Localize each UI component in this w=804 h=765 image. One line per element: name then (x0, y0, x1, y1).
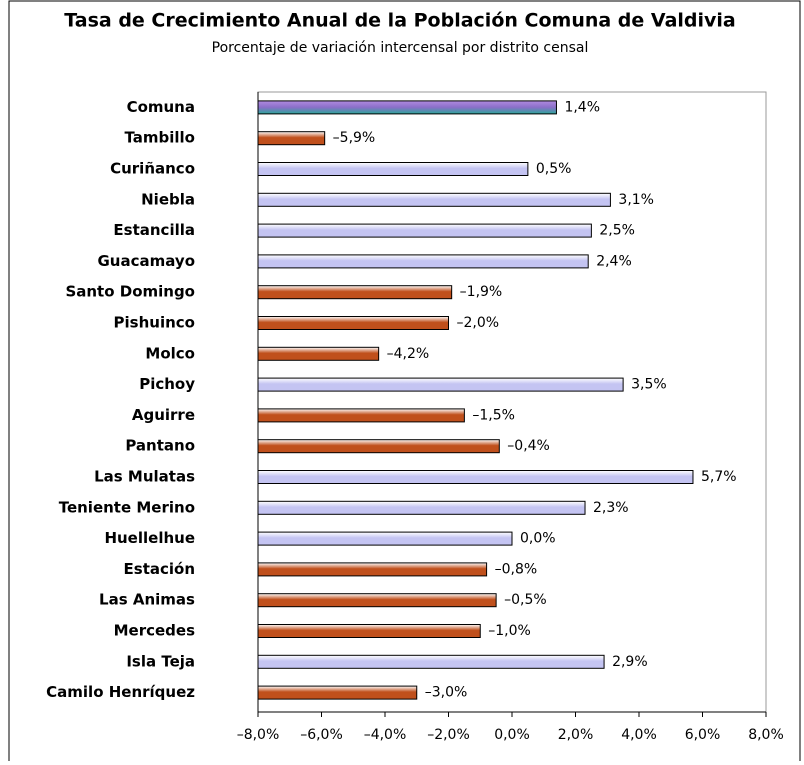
value-label: 2,5% (599, 223, 635, 239)
bar (257, 131, 326, 146)
y-tick-label: Pantano (125, 437, 195, 455)
chart-title: Tasa de Crecimiento Anual de la Població… (64, 10, 736, 32)
y-tick-label: Guacamayo (98, 252, 196, 270)
bar (257, 162, 529, 176)
y-tick-label: Pishuinco (114, 314, 195, 332)
x-tick-label: –8,0% (237, 727, 280, 743)
x-tick-label: 0,0% (494, 727, 530, 743)
x-tick-label: –6,0% (300, 727, 343, 743)
bar (257, 624, 481, 638)
x-tick-label: –2,0% (427, 727, 470, 743)
y-tick-label: Las Mulatas (94, 468, 195, 486)
value-label: 3,5% (631, 377, 667, 393)
y-tick-label: Comuna (127, 98, 195, 116)
y-tick-label: Mercedes (114, 622, 195, 640)
value-label: –1,5% (472, 407, 515, 423)
bar (257, 377, 624, 392)
value-label: –3,0% (425, 685, 468, 701)
bar (257, 562, 488, 577)
y-tick-label: Molco (145, 344, 195, 362)
y-tick-label: Curiñanco (110, 160, 195, 178)
y-tick-label: Pichoy (139, 375, 195, 393)
x-tick-label: –4,0% (364, 727, 407, 743)
bar (257, 439, 500, 454)
bar (257, 593, 497, 608)
bar (257, 654, 605, 669)
x-tick-label: 8,0% (748, 727, 784, 743)
bar (257, 500, 586, 515)
value-label: 2,9% (612, 654, 648, 670)
frame (8, 0, 801, 765)
chart-subtitle: Porcentaje de variación intercensal por … (212, 40, 589, 56)
y-tick-label: Tambillo (124, 129, 195, 147)
bar (257, 316, 449, 330)
bar (257, 100, 557, 115)
value-label: 3,1% (618, 192, 654, 208)
value-label: –5,9% (333, 130, 376, 146)
plot-area (257, 91, 767, 713)
bar (257, 254, 589, 269)
value-label: 0,0% (520, 531, 556, 547)
y-tick-label: Camilo Henríquez (46, 683, 195, 701)
bar (257, 192, 611, 207)
y-tick-label: Aguirre (132, 406, 195, 424)
y-tick-label: Huellelhue (104, 529, 195, 547)
value-label: –2,0% (457, 315, 500, 331)
value-label: 2,3% (593, 500, 629, 516)
y-tick-label: Las Animas (99, 591, 195, 609)
bar (257, 408, 465, 423)
value-label: –1,9% (460, 284, 503, 300)
x-tick-label: 2,0% (558, 727, 594, 743)
bar (257, 470, 694, 484)
y-tick-label: Estación (124, 560, 195, 578)
value-label: –1,0% (488, 623, 531, 639)
value-label: –4,2% (387, 346, 430, 362)
x-tick-label: 6,0% (685, 727, 721, 743)
value-label: 5,7% (701, 469, 737, 485)
value-label: 2,4% (596, 253, 632, 269)
y-tick-label: Niebla (141, 190, 195, 208)
y-tick-label: Santo Domingo (65, 283, 195, 301)
value-label: –0,8% (495, 561, 538, 577)
bar (257, 285, 453, 300)
bar (257, 223, 592, 238)
value-label: 1,4% (564, 99, 600, 115)
bar (257, 346, 380, 361)
y-tick-label: Teniente Merino (59, 498, 195, 516)
x-tick-label: 4,0% (621, 727, 657, 743)
bar (257, 685, 418, 700)
y-tick-label: Isla Teja (126, 652, 195, 670)
y-tick-label: Estancilla (113, 221, 195, 239)
bar (257, 531, 513, 546)
value-label: –0,5% (504, 592, 547, 608)
value-label: –0,4% (507, 438, 550, 454)
value-label: 0,5% (536, 161, 572, 177)
